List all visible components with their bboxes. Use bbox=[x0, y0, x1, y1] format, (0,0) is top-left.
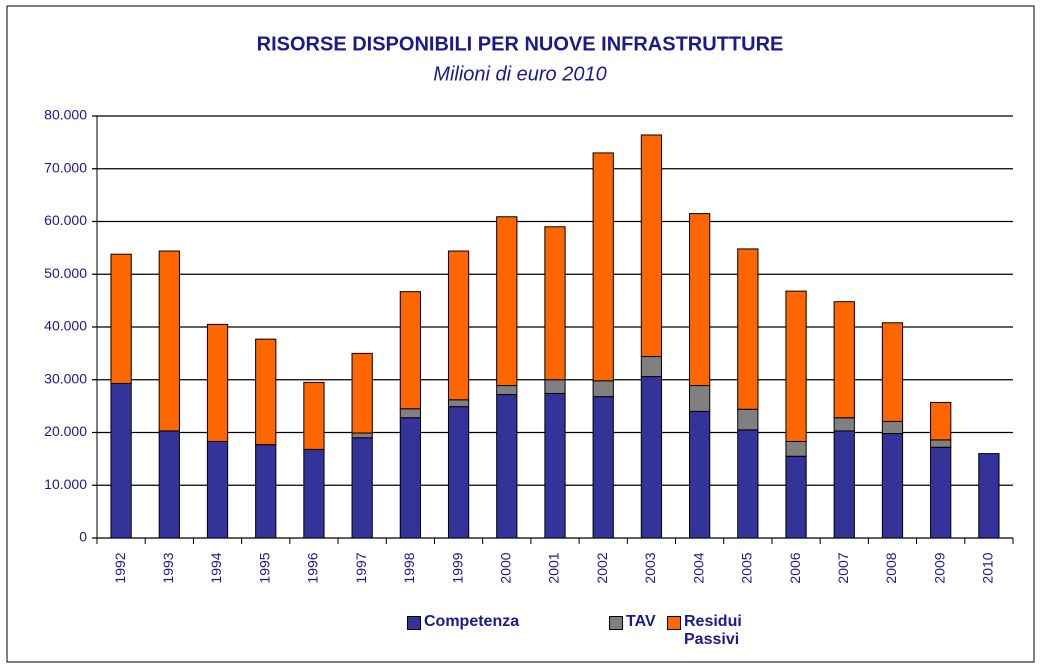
bar-segment bbox=[737, 248, 759, 410]
chart-title: RISORSE DISPONIBILI PER NUOVE INFRASTRUT… bbox=[257, 33, 784, 55]
x-tick-label: 2009 bbox=[931, 552, 947, 583]
bar-segment bbox=[592, 396, 614, 539]
legend-label: Residui Passivi bbox=[684, 613, 742, 648]
bar-segment bbox=[833, 301, 855, 419]
x-tick-label: 1998 bbox=[401, 552, 417, 583]
legend-item: Residui Passivi bbox=[667, 613, 757, 649]
x-tick-label: 1995 bbox=[256, 552, 272, 583]
x-tick-label: 2005 bbox=[739, 552, 755, 583]
legend-swatch bbox=[609, 616, 623, 630]
bar-segment bbox=[544, 226, 566, 381]
bar-segment bbox=[303, 381, 325, 450]
bar-segment bbox=[544, 392, 566, 539]
bar-segment bbox=[640, 134, 663, 358]
bar-segment bbox=[737, 429, 759, 539]
y-tick-label: 70.000 bbox=[44, 159, 87, 175]
x-tick-label: 2003 bbox=[642, 552, 658, 583]
bar-segment bbox=[833, 430, 855, 539]
bar-segment bbox=[881, 433, 904, 539]
bar-segment bbox=[592, 152, 614, 382]
bar-segment bbox=[785, 455, 807, 539]
x-tick-label: 2002 bbox=[594, 552, 610, 583]
x-tick-label: 2010 bbox=[980, 552, 996, 583]
bar-segment bbox=[689, 385, 711, 412]
bar-segment bbox=[496, 385, 518, 396]
bar-segment bbox=[689, 410, 711, 539]
bar-segment bbox=[110, 253, 132, 384]
y-tick-label: 80.000 bbox=[44, 107, 87, 123]
x-tick-label: 2001 bbox=[546, 552, 562, 583]
bar-segment bbox=[785, 440, 807, 457]
legend-item: TAV bbox=[609, 613, 669, 631]
bar-segment bbox=[930, 446, 952, 539]
bar-segment bbox=[158, 250, 180, 432]
bar-segment bbox=[206, 323, 229, 442]
legend-swatch bbox=[667, 616, 681, 630]
y-tick-label: 10.000 bbox=[44, 476, 87, 492]
x-tick-label: 1999 bbox=[449, 552, 465, 583]
legend-label: Competenza bbox=[424, 613, 520, 630]
x-tick-label: 2008 bbox=[883, 552, 899, 583]
bar-segment bbox=[640, 376, 663, 539]
bar-segment bbox=[544, 379, 566, 394]
y-tick-label: 20.000 bbox=[44, 423, 87, 439]
bar-segment bbox=[592, 380, 614, 398]
bar-segment bbox=[351, 432, 373, 439]
legend-item: Competenza bbox=[407, 613, 547, 631]
bar-segment bbox=[833, 417, 855, 432]
bar-segment bbox=[255, 338, 277, 446]
bar-segment bbox=[303, 448, 325, 539]
bar-segment bbox=[158, 430, 180, 539]
bar-segment bbox=[640, 356, 663, 378]
x-tick-label: 1993 bbox=[160, 552, 176, 583]
x-tick-label: 1997 bbox=[353, 552, 369, 583]
x-tick-label: 2000 bbox=[497, 552, 513, 583]
legend-swatch bbox=[407, 616, 421, 630]
bar-segment bbox=[978, 453, 1000, 539]
bar-segment bbox=[930, 439, 952, 448]
x-tick-label: 1996 bbox=[305, 552, 321, 583]
y-tick-label: 50.000 bbox=[44, 265, 87, 281]
bar-segment bbox=[737, 408, 759, 431]
y-tick-label: 60.000 bbox=[44, 212, 87, 228]
y-tick-label: 0 bbox=[79, 529, 87, 545]
x-tick-label: 2004 bbox=[690, 552, 706, 583]
bar-segment bbox=[399, 408, 421, 419]
bar-segment bbox=[399, 291, 421, 410]
x-tick-label: 2007 bbox=[835, 552, 851, 583]
bar-segment bbox=[496, 394, 518, 539]
bar-segment bbox=[399, 417, 421, 539]
bar-segment bbox=[930, 401, 952, 441]
x-tick-label: 1992 bbox=[112, 552, 128, 583]
legend-label: TAV bbox=[626, 613, 656, 630]
bar-segment bbox=[447, 399, 470, 408]
x-tick-label: 2006 bbox=[787, 552, 803, 583]
bar-segment bbox=[351, 352, 373, 434]
chart-subtitle: Milioni di euro 2010 bbox=[433, 63, 606, 85]
x-tick-label: 1994 bbox=[208, 552, 224, 583]
bar-segment bbox=[689, 213, 711, 387]
bar-segment bbox=[785, 290, 807, 442]
bar-segment bbox=[881, 420, 904, 435]
bar-segment bbox=[110, 382, 132, 539]
bar-segment bbox=[255, 444, 277, 539]
y-tick-label: 40.000 bbox=[44, 318, 87, 334]
bar-segment bbox=[881, 322, 904, 422]
y-tick-label: 30.000 bbox=[44, 370, 87, 386]
bar-segment bbox=[496, 216, 518, 387]
bar-segment bbox=[206, 440, 229, 539]
bar-segment bbox=[351, 437, 373, 539]
bar-segment bbox=[447, 406, 470, 539]
bar-segment bbox=[447, 250, 470, 401]
